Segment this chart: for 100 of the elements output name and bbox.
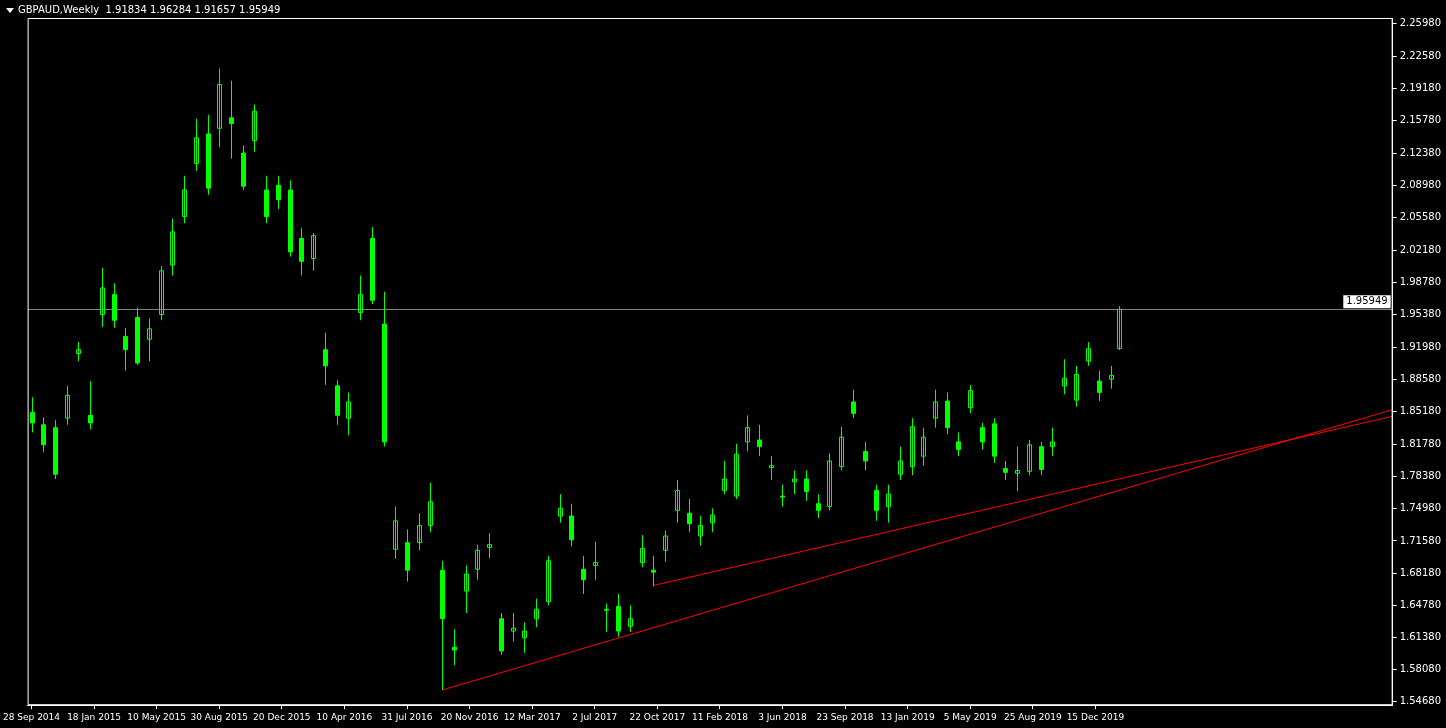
y-tick-label: 1.68180 [1399,566,1442,578]
candlestick [710,507,715,533]
candlestick [886,484,891,524]
x-tick-label: 11 Feb 2018 [691,711,749,722]
candlestick [217,67,222,148]
x-tick-label: 20 Nov 2016 [440,711,499,722]
x-tick-label: 22 Oct 2017 [629,711,686,722]
candlestick [53,419,58,480]
x-tick-label: 13 Jan 2019 [880,711,935,722]
x-tick-label: 30 Aug 2015 [190,711,249,722]
candlestick [921,427,926,467]
candlestick [487,532,492,559]
candlestick [464,564,469,614]
candlestick [558,493,563,524]
candlestick [839,426,844,471]
y-tick-label: 1.85180 [1399,405,1442,417]
candlestick [1050,427,1055,457]
x-tick-label: 12 Mar 2017 [503,711,561,722]
candlestick [252,103,257,153]
candlestick [722,460,727,495]
x-tick-label: 18 Jan 2015 [67,711,122,722]
y-tick-label: 2.12380 [1399,146,1442,158]
candlestick [1074,365,1079,408]
x-tick-label: 10 May 2015 [127,711,187,722]
candlestick [76,341,81,362]
x-tick-label: 31 Jul 2016 [381,711,433,722]
candlestick [933,389,938,429]
x-tick-label: 25 Aug 2019 [1003,711,1062,722]
candlestick [734,443,739,500]
candlestick [816,493,821,519]
candlestick [769,455,774,481]
candlestick [956,431,961,457]
candlestick [1109,365,1114,390]
candlestick [1117,305,1122,351]
y-tick-label: 1.88580 [1399,372,1442,384]
candlestick [628,604,633,633]
candlestick [170,218,175,277]
y-tick-label: 1.74980 [1399,502,1442,514]
candlestick [393,506,398,560]
y-tick-label: 1.95380 [1399,308,1442,320]
candlestick [241,144,246,191]
y-tick-label: 1.81780 [1399,437,1442,449]
candlestick [992,417,997,464]
candlestick [745,414,750,452]
candlestick [229,80,234,160]
y-tick-label: 2.05580 [1399,211,1442,223]
y-tick-label: 1.71580 [1399,534,1442,546]
candlestick [640,534,645,568]
candlestick [910,417,915,476]
y-tick-label: 2.25980 [1399,17,1442,29]
x-tick-label: 20 Dec 2015 [253,711,311,722]
candlestick [534,598,539,628]
candlestick [100,267,105,328]
candlestick [159,265,164,321]
candlestick [522,622,527,654]
candlestick [405,528,410,583]
candlestick [475,544,480,581]
candlestick [1039,441,1044,476]
candlestick [698,515,703,547]
x-tick-label: 23 Sep 2018 [816,711,874,722]
x-tick-label: 10 Apr 2016 [316,711,373,722]
candlestick [1015,446,1020,492]
x-tick-label: 3 Jun 2018 [758,711,807,722]
candlestick [182,175,187,224]
y-tick-label: 1.58080 [1399,662,1442,674]
y-tick-label: 1.78380 [1399,469,1442,481]
y-tick-label: 1.54680 [1399,695,1442,707]
x-tick-label: 5 May 2019 [943,711,997,722]
x-tick-label: 15 Dec 2019 [1066,711,1125,722]
candlestick [417,512,422,551]
y-tick-label: 1.98780 [1399,276,1442,288]
candlestick [827,452,832,511]
candlestick [546,555,551,606]
candlestick [147,317,152,362]
candlestick [792,469,797,495]
chart-title: GBPAUD,Weekly 1.91834 1.96284 1.91657 1.95949 [18,4,281,15]
x-tick-label: 2 Jul 2017 [572,711,618,722]
y-tick-label: 2.02180 [1399,243,1442,255]
candlestick [65,385,70,426]
y-tick-label: 1.64780 [1399,599,1442,611]
candlestick [194,118,199,172]
candlestick [663,529,668,563]
y-tick-label: 1.61380 [1399,631,1442,643]
candlestick [593,541,598,581]
candlestick [311,232,316,272]
y-tick-label: 2.22580 [1399,49,1442,61]
candlestick [1062,358,1067,395]
y-tick-label: 2.15780 [1399,114,1442,126]
x-tick-label: 28 Sep 2014 [3,711,61,722]
y-tick-label: 1.91980 [1399,340,1442,352]
candlestick [346,391,351,436]
candlestick [358,275,363,321]
candlestick [112,282,117,329]
candlestick [206,114,211,196]
candlestick [1086,341,1091,367]
candlestick [675,479,680,524]
candlestick [1003,460,1008,481]
y-tick-label: 2.08980 [1399,179,1442,191]
candlestick [511,612,516,643]
candlestick [968,384,973,414]
